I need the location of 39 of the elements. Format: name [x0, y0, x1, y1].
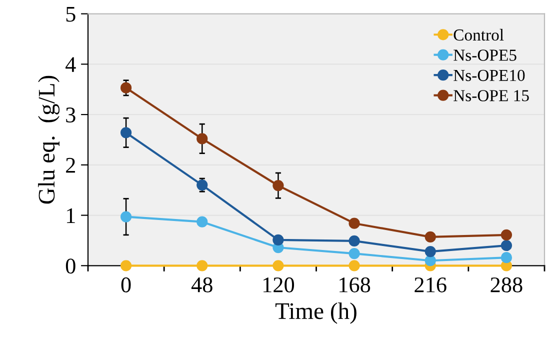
- point: [120, 260, 132, 272]
- point: [196, 216, 208, 228]
- point: [196, 133, 208, 144]
- legend-label: Ns-OPE5: [454, 50, 516, 61]
- point: [120, 211, 132, 222]
- point: [424, 231, 436, 242]
- x-tick-label: 168: [340, 277, 370, 292]
- point: [272, 234, 284, 246]
- point: [500, 240, 512, 252]
- y-tick-label: 5: [66, 6, 76, 22]
- y-tick-label: 4: [66, 57, 76, 72]
- y-tick-label: 3: [66, 108, 76, 122]
- y-axis-title: Glu eq. (g/L): [38, 76, 60, 204]
- point: [348, 218, 360, 229]
- point: [500, 252, 512, 264]
- x-tick-label: 120: [263, 277, 294, 292]
- point: [272, 260, 284, 272]
- point: [272, 180, 284, 192]
- x-tick-label: 288: [490, 277, 522, 292]
- y-tick-label: 0: [66, 258, 76, 274]
- x-tick-label: 48: [191, 277, 212, 292]
- point: [196, 180, 208, 191]
- point: [196, 260, 208, 272]
- point: [348, 248, 360, 260]
- point: [120, 127, 132, 138]
- point: [120, 82, 132, 94]
- point: [500, 229, 512, 240]
- point: [348, 235, 360, 247]
- legend-label: Ns-OPE10: [454, 70, 525, 82]
- point: [424, 246, 436, 258]
- x-axis-title: Time (h): [275, 302, 356, 324]
- point: [424, 255, 436, 266]
- y-tick-label: 2: [66, 158, 75, 173]
- x-tick-label: 0: [121, 277, 131, 292]
- y-tick-label: 1: [67, 208, 75, 223]
- point: [348, 260, 360, 272]
- x-tick-label: 216: [414, 277, 446, 292]
- legend-label: Ns-OPE 15: [454, 90, 529, 102]
- legend-label: Control: [454, 28, 504, 41]
